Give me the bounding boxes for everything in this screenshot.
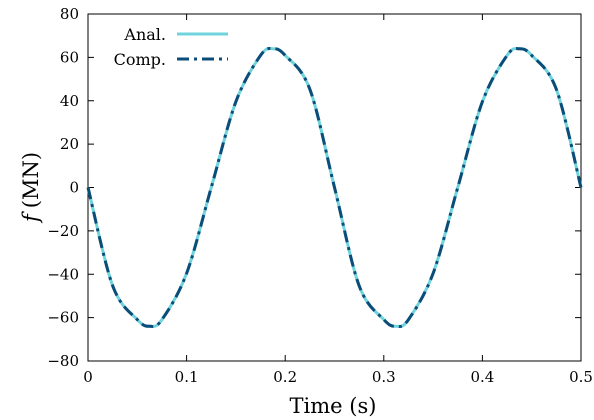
axes: 0 0.1 0.2 0.3 0.4 0.5 −80 −60 −40 −20 0 20 40 60 80 xyxy=(47,5,593,386)
y-tick-label: 60 xyxy=(60,48,79,66)
legend: Anal. Comp. xyxy=(114,25,228,69)
legend-label: Comp. xyxy=(114,50,166,69)
x-tick-label: 0.3 xyxy=(372,368,396,386)
y-tick-label: 80 xyxy=(60,5,79,23)
y-tick-label: −20 xyxy=(47,222,79,240)
x-axis-label: Time (s) xyxy=(290,394,377,418)
y-tick-label: 0 xyxy=(69,179,79,197)
x-tick-label: 0.5 xyxy=(569,368,593,386)
series-line-comp xyxy=(86,47,583,328)
series-group xyxy=(86,47,583,328)
x-tick-label: 0 xyxy=(83,368,93,386)
x-tick-label: 0.2 xyxy=(273,368,297,386)
y-tick-label: 20 xyxy=(60,135,79,153)
y-axis-symbol: f xyxy=(19,211,43,224)
y-axis-label: f (MN) xyxy=(19,152,43,224)
y-axis-unit: (MN) xyxy=(19,152,43,208)
y-tick-label: −60 xyxy=(47,309,79,327)
y-tick-label: 40 xyxy=(60,92,79,110)
x-tick-label: 0.1 xyxy=(175,368,199,386)
y-tick-label: −80 xyxy=(47,352,79,370)
y-tick-label: −40 xyxy=(47,265,79,283)
x-tick-label: 0.4 xyxy=(470,368,494,386)
legend-label: Anal. xyxy=(123,25,166,44)
